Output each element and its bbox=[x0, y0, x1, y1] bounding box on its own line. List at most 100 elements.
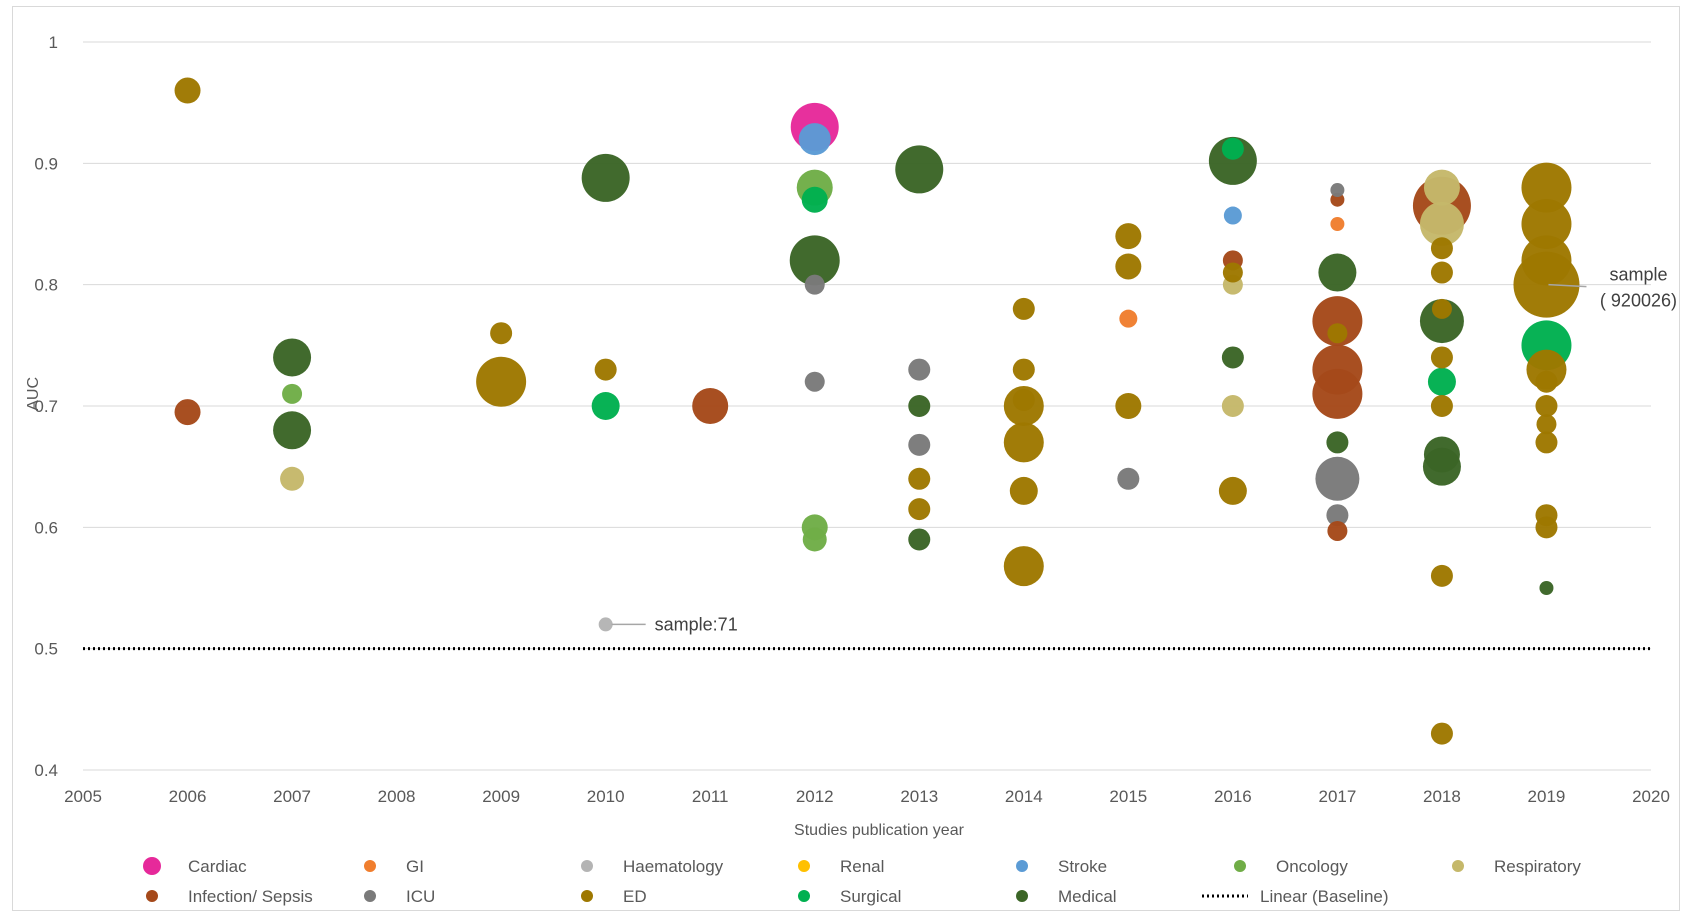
bubble-medical bbox=[1318, 254, 1356, 292]
bubble-ed bbox=[1223, 263, 1243, 283]
bubble-ed bbox=[1219, 477, 1247, 505]
legend-label: Medical bbox=[1058, 887, 1117, 906]
bubble-ed bbox=[908, 498, 930, 520]
bubble-ed bbox=[595, 359, 617, 381]
legend-marker bbox=[364, 860, 376, 872]
x-tick-label: 2019 bbox=[1528, 787, 1566, 806]
bubble-respiratory bbox=[280, 467, 304, 491]
legend-label: Stroke bbox=[1058, 857, 1107, 876]
x-tick-label: 2009 bbox=[482, 787, 520, 806]
legend-item: Stroke bbox=[1016, 857, 1107, 876]
bubble-icu bbox=[908, 359, 930, 381]
y-tick-label: 1 bbox=[49, 33, 58, 52]
x-tick-label: 2010 bbox=[587, 787, 625, 806]
bubble-ed bbox=[1115, 253, 1141, 279]
x-tick-label: 2008 bbox=[378, 787, 416, 806]
bubble-ed bbox=[490, 322, 512, 344]
y-tick-label: 0.9 bbox=[34, 154, 58, 173]
bubble-medical bbox=[1424, 437, 1460, 473]
bubble-icu bbox=[1315, 457, 1359, 501]
bubble-medical bbox=[1222, 346, 1244, 368]
legend-label: ED bbox=[623, 887, 647, 906]
x-tick-label: 2005 bbox=[64, 787, 102, 806]
legend-label: Oncology bbox=[1276, 857, 1348, 876]
annotations: sample:71 sample ( 920026) bbox=[612, 265, 1677, 635]
bubble-medical bbox=[895, 145, 943, 193]
x-tick-labels: 2005 2006 2007 2008 2009 2010 2011 2012 2013 2014… bbox=[64, 787, 1670, 806]
bubble-medical bbox=[273, 411, 311, 449]
legend-item: Linear (Baseline) bbox=[1202, 887, 1389, 906]
bubble-ed bbox=[1431, 723, 1453, 745]
legend-marker bbox=[1452, 860, 1464, 872]
legend-item: Cardiac bbox=[143, 857, 247, 876]
x-tick-label: 2014 bbox=[1005, 787, 1043, 806]
x-tick-label: 2007 bbox=[273, 787, 311, 806]
bubble-oncology bbox=[803, 527, 827, 551]
y-tick-label: 0.5 bbox=[34, 640, 58, 659]
y-tick-label: 0.8 bbox=[34, 276, 58, 295]
bubble-respiratory bbox=[1424, 170, 1460, 206]
y-tick-label: 0.4 bbox=[34, 761, 58, 780]
bubble-ed bbox=[1521, 235, 1571, 285]
legend-item: Infection/ Sepsis bbox=[146, 887, 313, 906]
legend-marker bbox=[1234, 860, 1246, 872]
legend-item: Surgical bbox=[798, 887, 901, 906]
bubble-ed bbox=[1431, 262, 1453, 284]
x-tick-label: 2012 bbox=[796, 787, 834, 806]
bubble-medical bbox=[273, 338, 311, 376]
bubble-haematology bbox=[599, 617, 613, 631]
bubble-infection-sepsis bbox=[692, 388, 728, 424]
bubble-ed bbox=[1013, 359, 1035, 381]
bubble-ed bbox=[1115, 223, 1141, 249]
bubble-icu bbox=[1117, 468, 1139, 490]
legend-label: Haematology bbox=[623, 857, 724, 876]
legend-marker bbox=[143, 857, 161, 875]
legend-label: Surgical bbox=[840, 887, 901, 906]
legend-marker bbox=[1016, 860, 1028, 872]
bubble-oncology bbox=[282, 384, 302, 404]
legend-marker bbox=[146, 890, 158, 902]
bubble-ed bbox=[1013, 389, 1035, 411]
bubble-ed bbox=[175, 78, 201, 104]
legend-label: ICU bbox=[406, 887, 435, 906]
bubble-ed bbox=[1431, 565, 1453, 587]
gridlines bbox=[83, 42, 1651, 770]
bubble-icu bbox=[805, 275, 825, 295]
annotation-label: ( 920026) bbox=[1600, 291, 1677, 311]
bubble-respiratory bbox=[1222, 395, 1244, 417]
bubble-infection-sepsis bbox=[175, 399, 201, 425]
bubble-ed bbox=[1431, 346, 1453, 368]
legend-marker bbox=[798, 860, 810, 872]
legend-label: Cardiac bbox=[188, 857, 247, 876]
bubble-infection-sepsis bbox=[1312, 369, 1362, 419]
legend-label: Infection/ Sepsis bbox=[188, 887, 313, 906]
bubble-ed bbox=[1004, 422, 1044, 462]
legend-item: Respiratory bbox=[1452, 857, 1581, 876]
legend-label: GI bbox=[406, 857, 424, 876]
bubble-ed bbox=[1535, 431, 1557, 453]
bubble-medical bbox=[582, 154, 630, 202]
bubble-ed bbox=[1535, 395, 1557, 417]
bubble-ed bbox=[1431, 395, 1453, 417]
bubble-medical bbox=[908, 395, 930, 417]
bubble-ed bbox=[1431, 237, 1453, 259]
bubble-icu bbox=[1330, 183, 1344, 197]
bubble-stroke bbox=[799, 123, 831, 155]
bubble-ed bbox=[1536, 414, 1556, 434]
bubble-ed bbox=[1004, 546, 1044, 586]
bubble-ed bbox=[476, 357, 526, 407]
bubble-ed bbox=[1115, 393, 1141, 419]
bubble-ed bbox=[1535, 371, 1557, 393]
bubble-gi bbox=[1119, 310, 1137, 328]
bubble-surgical bbox=[592, 392, 620, 420]
bubble-ed bbox=[1327, 323, 1347, 343]
bubble-medical bbox=[1326, 431, 1348, 453]
legend: Cardiac GI Haematology Renal Stroke Oncology R… bbox=[143, 857, 1581, 906]
legend-marker bbox=[364, 890, 376, 902]
legend-label: Respiratory bbox=[1494, 857, 1581, 876]
bubble-ed bbox=[1013, 298, 1035, 320]
bubble-medical bbox=[1539, 581, 1553, 595]
legend-label: Renal bbox=[840, 857, 884, 876]
bubble-stroke bbox=[1224, 207, 1242, 225]
